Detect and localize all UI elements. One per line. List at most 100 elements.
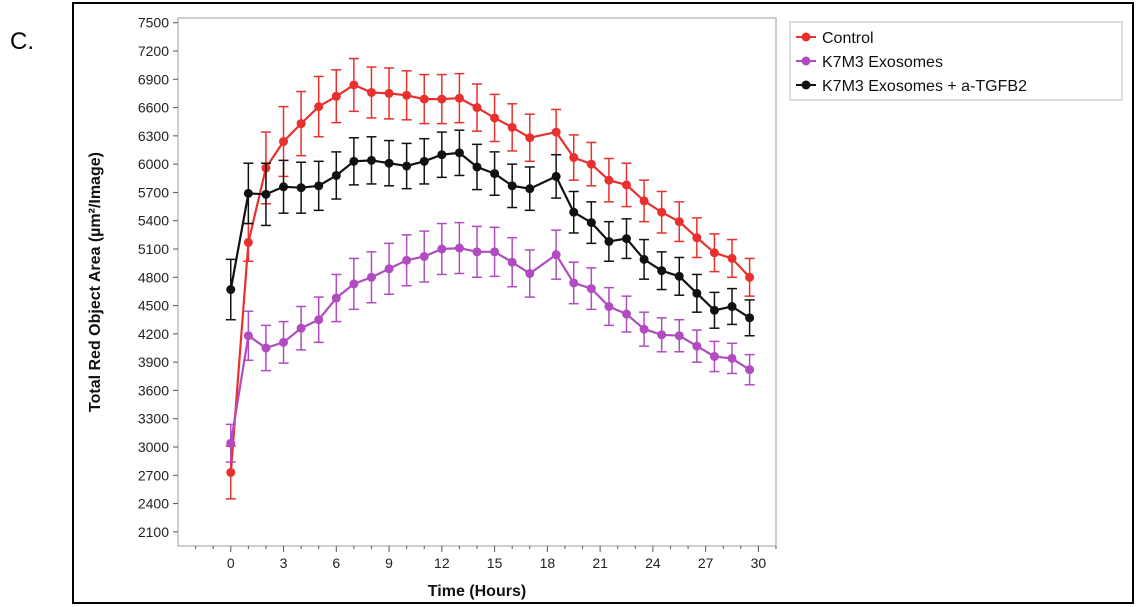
x-tick-label: 27 [698,555,714,571]
data-point [639,196,649,206]
data-point [384,158,394,168]
y-tick-label: 3300 [138,411,169,427]
data-point [454,148,464,158]
data-point [727,302,737,312]
y-tick-label: 6000 [138,156,169,172]
data-point [331,293,341,303]
legend-label: K7M3 Exosomes + a-TGFB2 [822,78,1027,95]
data-point [243,331,253,341]
data-point [692,288,702,298]
x-tick-label: 15 [487,555,503,571]
data-point [709,248,719,258]
data-point [296,183,306,193]
series-2 [225,129,755,337]
data-point [366,87,376,97]
data-point [419,252,429,262]
y-tick-label: 6900 [138,71,169,87]
data-point [727,353,737,363]
data-point [261,189,271,199]
data-point [507,122,517,132]
legend-swatch-marker [801,32,811,42]
data-point [366,155,376,165]
data-point [622,180,631,190]
data-point [279,337,289,347]
y-tick-label: 7200 [138,43,169,59]
data-point [692,233,702,243]
data-point [419,156,429,166]
data-point [402,90,412,100]
data-point [437,94,447,104]
data-point [331,170,341,180]
data-point [296,323,306,333]
y-tick-label: 4800 [138,269,169,285]
data-point [586,159,596,169]
data-point [279,137,289,147]
y-tick-label: 6300 [138,128,169,144]
data-point [472,103,482,113]
data-point [279,182,289,192]
data-point [490,113,500,123]
data-point [349,80,359,90]
data-point [525,133,535,143]
data-point [349,279,359,289]
y-axis: 2100 2400 2700 3000 3300 3600 3900 4200 4500 4800… [138,15,178,540]
y-tick-label: 3900 [138,354,169,370]
data-point [296,119,306,129]
y-tick-label: 4500 [138,298,169,314]
data-point [226,285,236,295]
data-point [384,264,394,274]
series-line [229,246,751,444]
data-point [454,243,464,253]
data-point [657,266,667,276]
legend-swatch-marker [801,80,811,90]
series-0 [225,57,755,500]
x-tick-label: 30 [751,555,767,571]
y-tick-label: 5100 [138,241,169,257]
data-point [507,257,517,267]
data-point [331,91,341,101]
y-tick-label: 2700 [138,467,169,483]
y-tick-label: 5700 [138,184,169,200]
data-point [745,313,755,323]
data-point [402,161,412,171]
data-point [437,244,447,254]
data-point [314,102,324,112]
data-point [622,309,631,319]
data-point [226,438,236,448]
x-tick-label: 0 [227,555,235,571]
data-point [551,127,561,137]
y-tick-label: 3000 [138,439,169,455]
line-chart: 2100240027003000330036003900420045004800… [87,15,1123,600]
data-point [314,181,324,191]
data-point [569,153,579,163]
data-point [366,272,376,282]
data-point [454,93,464,103]
data-point [639,254,649,264]
y-tick-label: 4200 [138,326,169,342]
y-tick-label: 6600 [138,100,169,116]
legend-swatch-marker [801,56,811,66]
data-point [586,218,596,228]
data-point [226,467,236,477]
data-point [507,181,517,191]
x-axis: 0 3 6 9 12 15 18 21 24 27 30 [195,546,777,571]
data-point [674,217,684,227]
y-tick-label: 3600 [138,382,169,398]
x-tick-label: 3 [280,555,288,571]
data-point [402,255,412,265]
data-point [657,207,667,217]
data-point [674,271,684,281]
y-tick-label: 2400 [138,496,169,512]
data-point [437,150,447,160]
data-point [314,315,324,325]
legend-box [789,21,1123,101]
data-point [243,237,253,247]
data-point [745,272,755,282]
x-tick-label: 24 [645,555,661,571]
data-point [604,175,614,185]
data-point [692,341,702,351]
data-point [604,302,614,312]
x-tick-label: 6 [332,555,340,571]
series-1 [225,221,755,463]
x-tick-label: 21 [592,555,608,571]
